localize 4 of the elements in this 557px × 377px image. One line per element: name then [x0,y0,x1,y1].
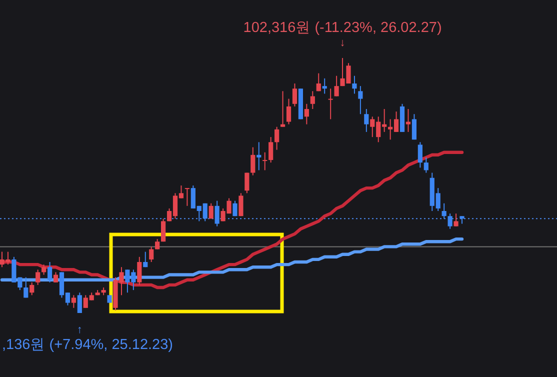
annotation: ↑ [76,324,82,336]
annotation: ↓ [340,37,346,49]
annotation: 102,316원 (-11.23%, 26.02.27) [243,20,442,36]
annotation: ,136원 (+7.94%, 25.12.23) [2,337,173,353]
